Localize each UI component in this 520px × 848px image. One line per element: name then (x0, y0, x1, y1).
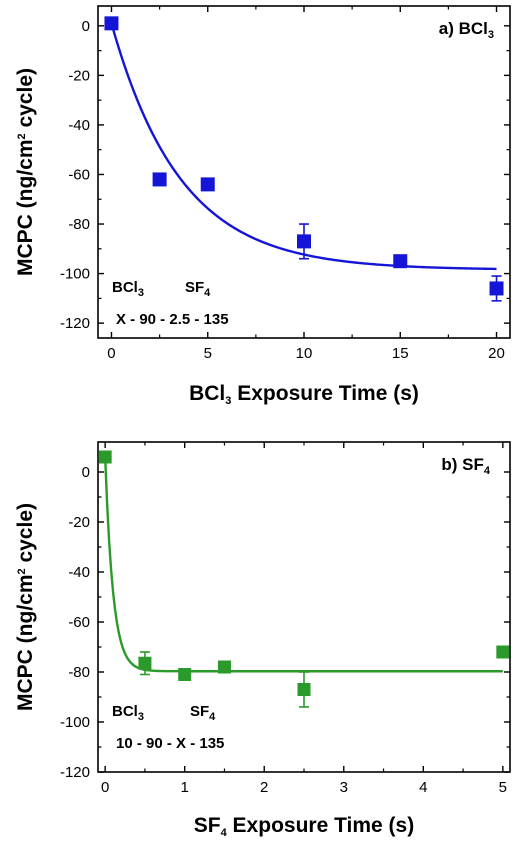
panel-b-panel-label: b) SF4 (441, 455, 491, 477)
panel-b-annotation-bcl3-text: BCl (112, 703, 138, 720)
panel-b-annotation-bcl3-subscript: 3 (138, 711, 144, 723)
panel-b-data-point (178, 668, 192, 681)
panel-b-y-axis-label: MCPC (ng/cm2 cycle) (14, 503, 37, 711)
panel-b-y-tick-label: -120 (60, 764, 90, 781)
panel-a-x-axis-label-text: BCl (189, 382, 225, 405)
panel-b-x-tick-label: 4 (419, 779, 427, 796)
panel-a-plot-frame (97, 5, 511, 339)
panel-b-x-tick-label: 5 (499, 779, 507, 796)
panel-b-annotation-sf4-text: SF (190, 703, 209, 720)
panel-a-x-tick-label: 0 (107, 345, 115, 362)
panel-a-panel-label-subscript: 3 (488, 29, 494, 41)
panel-b-y-axis-label-suffix: cycle) (14, 503, 37, 568)
panel-b-data-point (138, 656, 152, 670)
panel-a-y-tick-label: -120 (60, 315, 90, 332)
panel-b-y-tick-label: 0 (82, 464, 90, 481)
panel-a-data-point (489, 281, 504, 296)
panel-b-x-axis-label-text: SF (194, 814, 221, 837)
panel-a-x-axis-label-subscript: 3 (225, 395, 231, 407)
panel-b-panel-label-subscript: 4 (484, 465, 491, 477)
panel-b-x-tick-label: 1 (181, 779, 189, 796)
panel-a-y-tick-label: 0 (82, 18, 90, 35)
panel-a-data-point (104, 16, 119, 31)
panel-a-annotation-bcl3: BCl3 (112, 279, 144, 299)
panel-b-data-point (297, 683, 311, 696)
panel-b-x-axis-label-suffix: Exposure Time (s) (227, 814, 415, 837)
panel-a-annotation-sequence: X - 90 - 2.5 - 135 (116, 311, 229, 328)
panel-b-annotation-sf4: SF4 (190, 703, 216, 723)
panel-a-data-point (393, 254, 408, 269)
panel-a-y-tick-label: -80 (68, 216, 90, 233)
panel-a-x-axis-label: BCl3 Exposure Time (s) (189, 382, 419, 407)
panel-b-y-tick-label: -80 (68, 664, 90, 681)
panel-a-x-tick-label: 20 (488, 345, 505, 362)
panel-b-annotation-sequence: 10 - 90 - X - 135 (116, 735, 224, 752)
panel-a-panel-label-text: a) BCl (439, 19, 488, 38)
panel-a-annotation-bcl3-subscript: 3 (138, 287, 144, 299)
panel-a-y-tick-label: -20 (68, 67, 90, 84)
panel-b-x-tick-label: 2 (260, 779, 268, 796)
panel-a-x-tick-label: 10 (296, 345, 313, 362)
panel-b-y-tick-label: -100 (60, 714, 90, 731)
panel-b-y-axis-label-superscript: 2 (16, 568, 28, 574)
panel-a-y-axis-label-text: MCPC (ng/cm (14, 140, 37, 277)
panel-a-y-axis-label-superscript: 2 (16, 133, 28, 139)
panel-b-x-axis-label: SF4 Exposure Time (s) (194, 814, 414, 839)
panel-b-y-tick-label: -20 (68, 514, 90, 531)
panel-b-data-point (496, 645, 510, 659)
panel-a-x-axis-label-suffix: Exposure Time (s) (231, 382, 419, 405)
panel-b-data-point (98, 450, 112, 464)
panel-b-x-tick-label: 3 (340, 779, 348, 796)
panel-a-annotation-sf4: SF4 (185, 279, 211, 299)
panel-b-data-point (217, 660, 231, 674)
panel-a-y-axis-label: MCPC (ng/cm2 cycle) (14, 68, 37, 276)
panel-b-x-axis-label-subscript: 4 (221, 827, 228, 839)
panel-a-x-tick-label: 15 (392, 345, 409, 362)
panel-a-data-point (297, 234, 311, 249)
panel-b-fit-curve (103, 456, 503, 673)
panel-a-y-tick-label: -60 (68, 166, 90, 183)
panel-a-data-point (200, 177, 215, 192)
panel-a-data-point (152, 172, 167, 187)
panel-a-panel-label: a) BCl3 (439, 19, 494, 41)
panel-a-y-tick-label: -40 (68, 117, 90, 134)
panel-a-y-tick-label: -100 (60, 266, 90, 283)
panel-a-y-axis-label-suffix: cycle) (14, 68, 37, 133)
panel-b-x-tick-label: 0 (101, 779, 109, 796)
panel-b-y-tick-label: -60 (68, 614, 90, 631)
panel-b-y-axis-label-text: MCPC (ng/cm (14, 575, 37, 712)
panel-b-y-tick-label: -40 (68, 564, 90, 581)
panel-a-annotation-sf4-text: SF (185, 279, 204, 296)
panel-a-annotation-sf4-subscript: 4 (204, 287, 211, 299)
panel-a-annotation-bcl3-text: BCl (112, 279, 138, 296)
panel-b-plot-frame (97, 441, 511, 773)
panel-b-annotation-bcl3: BCl3 (112, 703, 144, 723)
panel-b-panel-label-text: b) SF (441, 455, 484, 474)
panel-a-x-tick-label: 5 (204, 345, 212, 362)
panel-b-annotation-sf4-subscript: 4 (209, 711, 216, 723)
